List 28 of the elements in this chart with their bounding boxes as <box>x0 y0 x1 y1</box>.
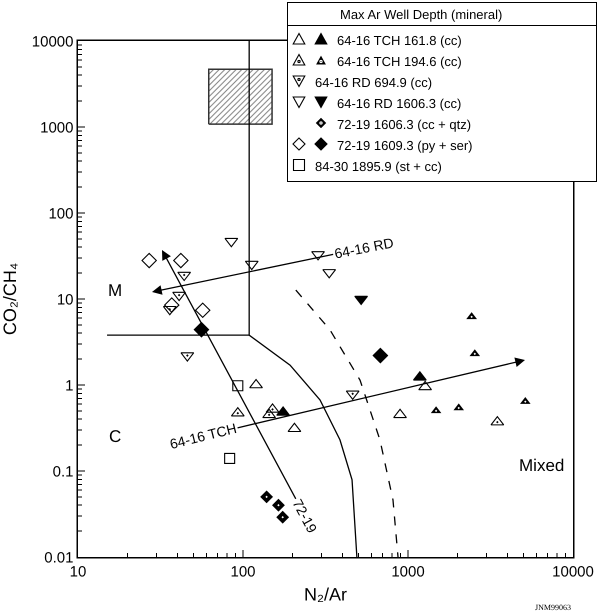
legend-label: 72-19 1609.3 (py + ser) <box>336 137 474 155</box>
annotation: M <box>108 281 122 300</box>
text: JNM99063 <box>535 603 572 612</box>
y-axis-title: CO₂/CH₄ <box>0 262 20 336</box>
legend-label: 64-16 RD 1606.3 (cc) <box>336 95 462 113</box>
legend-label: 84-30 1895.9 (st + cc) <box>314 158 443 176</box>
y-tick-label: 1 <box>65 377 74 394</box>
legend-label: 72-19 1606.3 (cc + qtz) <box>336 116 472 134</box>
x-tick-label: 1000 <box>391 564 425 580</box>
legend-label: 64-16 RD 694.9 (cc) <box>314 74 434 92</box>
legend-title: Max Ar Well Depth (mineral) <box>288 3 596 26</box>
annotation: C <box>109 427 122 446</box>
y-tick-label: 10 <box>56 291 74 308</box>
x-tick-label: 10 <box>70 564 86 580</box>
annotation: 64-16 RD <box>333 234 395 262</box>
y-tick-label: 0.1 <box>52 463 74 480</box>
y-tick-label: 100 <box>48 205 74 222</box>
legend-label: 64-16 TCH 161.8 (cc) <box>336 32 463 50</box>
x-tick-label: 100 <box>230 564 256 580</box>
annotation: 72-19 <box>289 496 321 536</box>
x-tick-label: 10000 <box>552 564 594 580</box>
annotation: 64-16 TCH <box>168 420 238 452</box>
x-axis-title: N₂/Ar <box>304 584 347 604</box>
y-tick-label: 0.01 <box>44 549 74 566</box>
legend-label: 64-16 TCH 194.6 (cc) <box>336 53 463 71</box>
annotation: Mixed <box>519 456 564 475</box>
y-tick-label: 1000 <box>40 119 74 136</box>
y-tick-label: 10000 <box>32 33 74 50</box>
